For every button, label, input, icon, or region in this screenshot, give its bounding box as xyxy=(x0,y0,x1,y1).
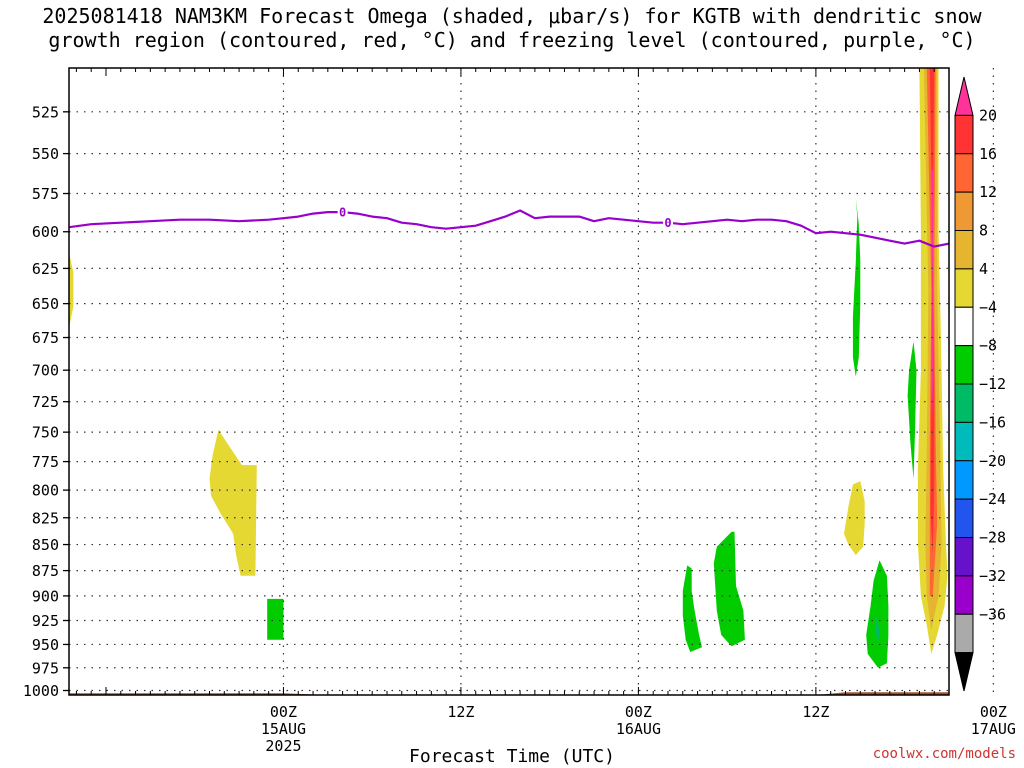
plot-frame xyxy=(68,67,950,696)
colorbar-label: −24 xyxy=(979,490,1006,508)
colorbar-label: −8 xyxy=(979,337,997,355)
y-tick-label: 550 xyxy=(32,145,59,163)
colorbar-swatch xyxy=(954,421,974,462)
colorbar: 20 16 12 8 4 −4 −8 −12 −16 −20 −24 −28 −32 −36 xyxy=(954,76,1006,692)
x-axis-title: Forecast Time (UTC) xyxy=(409,746,615,767)
y-tick-label: 650 xyxy=(32,295,59,313)
x-tick-label: 15AUG xyxy=(261,720,306,738)
freezing-level-layer: 00 xyxy=(69,204,949,248)
omega-region-1 xyxy=(69,252,74,329)
x-tick-label: 00Z xyxy=(980,703,1007,721)
colorbar-label: 4 xyxy=(979,260,988,278)
colorbar-label: 20 xyxy=(979,106,997,124)
freezing-level-label: 0 xyxy=(664,216,671,230)
freezing-level-line xyxy=(69,209,949,248)
x-tick-label: 12Z xyxy=(802,703,829,721)
omega-region-16 xyxy=(931,169,934,421)
colorbar-swatch xyxy=(954,498,974,538)
colorbar-swatch xyxy=(954,76,974,116)
chart-title: 2025081418 NAM3KM Forecast Omega (shaded… xyxy=(0,4,1024,52)
omega-region-0 xyxy=(209,429,257,576)
y-tick-label: 875 xyxy=(32,562,59,580)
colorbar-swatch xyxy=(954,575,974,615)
colorbar-swatch xyxy=(954,383,974,423)
y-tick-label: 700 xyxy=(32,362,59,380)
colorbar-swatch xyxy=(954,191,974,231)
colorbar-label: −16 xyxy=(979,413,1006,431)
omega-region-7 xyxy=(866,560,889,668)
y-tick-label: 775 xyxy=(32,453,59,471)
omega-region-6 xyxy=(852,198,861,377)
freezing-level-label: 0 xyxy=(339,206,346,220)
y-tick-label: 750 xyxy=(32,424,59,442)
y-tick-label: 525 xyxy=(32,103,59,121)
watermark-text: coolwx.com/models xyxy=(872,746,1016,762)
y-tick-label: 725 xyxy=(32,393,59,411)
colorbar-swatch xyxy=(954,460,974,500)
colorbar-swatch xyxy=(954,345,974,385)
y-tick-label: 625 xyxy=(32,260,59,278)
grid-lines xyxy=(69,68,994,695)
colorbar-swatch xyxy=(954,652,974,692)
omega-region-2 xyxy=(844,481,865,556)
y-axis: 525 550 575 600 625 650 675 700 725 750 775 800 825 8… xyxy=(23,103,69,700)
y-tick-label: 1000 xyxy=(23,682,59,700)
y-tick-label: 900 xyxy=(32,587,59,605)
colorbar-label: −36 xyxy=(979,605,1006,623)
colorbar-swatch xyxy=(954,114,974,155)
x-tick-label: 16AUG xyxy=(616,720,661,738)
omega-region-8 xyxy=(907,341,917,479)
y-tick-label: 950 xyxy=(32,636,59,654)
omega-region-4 xyxy=(682,565,702,652)
omega-region-5 xyxy=(713,531,745,647)
omega-region-3 xyxy=(267,598,284,640)
colorbar-label: 16 xyxy=(979,145,997,163)
colorbar-label: −4 xyxy=(979,298,997,316)
y-tick-label: 600 xyxy=(32,223,59,241)
y-tick-label: 800 xyxy=(32,482,59,500)
y-tick-label: 825 xyxy=(32,509,59,527)
colorbar-swatch xyxy=(954,613,974,654)
colorbar-swatch xyxy=(954,153,974,193)
x-tick-label: 00Z xyxy=(625,703,652,721)
x-tick-label: 12Z xyxy=(447,703,474,721)
y-tick-label: 850 xyxy=(32,536,59,554)
colorbar-swatch xyxy=(954,230,974,270)
omega-region-11 xyxy=(875,615,880,645)
colorbar-label: −28 xyxy=(979,529,1006,547)
colorbar-swatch xyxy=(954,537,974,577)
chart-title-line-1: 2025081418 NAM3KM Forecast Omega (shaded… xyxy=(42,4,982,28)
y-tick-label: 925 xyxy=(32,612,59,630)
y-tick-label: 575 xyxy=(32,185,59,203)
omega-shading-layer xyxy=(69,68,948,668)
y-tick-label: 975 xyxy=(32,659,59,677)
colorbar-label: −12 xyxy=(979,375,1006,393)
colorbar-label: −20 xyxy=(979,452,1006,470)
chart-title-line-2: growth region (contoured, red, °C) and f… xyxy=(48,28,976,52)
x-tick-label: 00Z xyxy=(270,703,297,721)
x-tick-label: 2025 xyxy=(265,737,301,755)
colorbar-label: 12 xyxy=(979,183,997,201)
colorbar-label: −32 xyxy=(979,567,1006,585)
colorbar-swatch xyxy=(954,268,974,308)
y-tick-label: 675 xyxy=(32,329,59,347)
colorbar-swatch xyxy=(954,306,974,347)
x-tick-label: 17AUG xyxy=(971,720,1016,738)
colorbar-label: 8 xyxy=(979,222,988,240)
